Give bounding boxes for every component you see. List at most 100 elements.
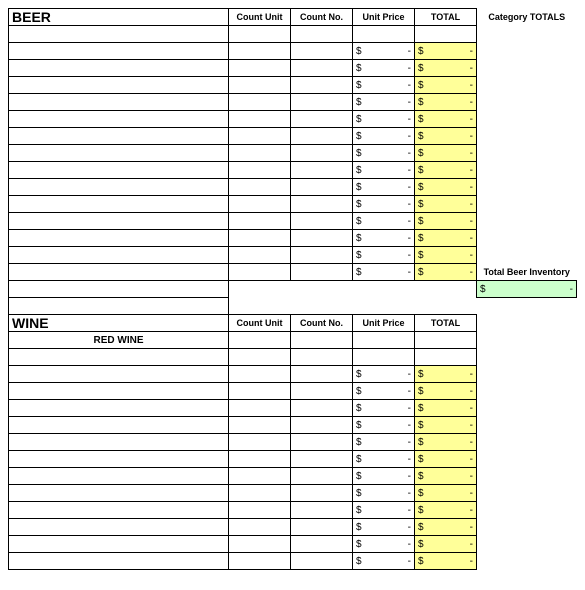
col-count-no: Count No.	[291, 315, 353, 332]
count-unit-cell[interactable]	[229, 162, 291, 179]
count-no-cell[interactable]	[291, 468, 353, 485]
count-unit-cell[interactable]	[229, 485, 291, 502]
count-unit-cell[interactable]	[229, 434, 291, 451]
count-unit-cell[interactable]	[229, 60, 291, 77]
name-cell[interactable]	[9, 468, 229, 485]
count-no-cell[interactable]	[291, 264, 353, 281]
name-cell[interactable]	[9, 264, 229, 281]
name-cell[interactable]	[9, 349, 229, 366]
count-no-cell[interactable]	[291, 43, 353, 60]
section-wine-title: WINE	[9, 315, 229, 332]
count-unit-cell[interactable]	[229, 451, 291, 468]
count-no-cell[interactable]	[291, 366, 353, 383]
count-no-cell[interactable]	[291, 230, 353, 247]
count-unit-cell[interactable]	[229, 417, 291, 434]
count-unit-cell[interactable]	[229, 553, 291, 570]
count-unit-cell[interactable]	[229, 145, 291, 162]
count-unit-cell[interactable]	[229, 196, 291, 213]
name-cell[interactable]	[9, 536, 229, 553]
count-no-cell[interactable]	[291, 26, 353, 43]
count-no-cell[interactable]	[291, 417, 353, 434]
count-unit-cell[interactable]	[229, 26, 291, 43]
name-cell[interactable]	[9, 43, 229, 60]
name-cell[interactable]	[9, 434, 229, 451]
count-no-cell[interactable]	[291, 502, 353, 519]
name-cell[interactable]	[9, 485, 229, 502]
count-unit-cell[interactable]	[229, 111, 291, 128]
money-cell: $-	[353, 400, 415, 417]
unit-price-cell[interactable]	[353, 349, 415, 366]
name-cell[interactable]	[9, 451, 229, 468]
count-unit-cell[interactable]	[229, 400, 291, 417]
count-no-cell[interactable]	[291, 349, 353, 366]
col-count-unit: Count Unit	[229, 315, 291, 332]
count-no-cell[interactable]	[291, 94, 353, 111]
count-no-cell[interactable]	[291, 536, 353, 553]
count-unit-cell[interactable]	[229, 519, 291, 536]
count-unit-cell[interactable]	[229, 128, 291, 145]
count-no-cell[interactable]	[291, 77, 353, 94]
count-no-cell[interactable]	[291, 60, 353, 77]
money-cell: $-	[415, 230, 477, 247]
count-no-cell[interactable]	[291, 128, 353, 145]
count-no-cell[interactable]	[291, 162, 353, 179]
money-cell: $-	[415, 60, 477, 77]
name-cell[interactable]	[9, 417, 229, 434]
name-cell[interactable]	[9, 94, 229, 111]
count-no-cell[interactable]	[291, 196, 353, 213]
name-cell[interactable]	[9, 111, 229, 128]
count-no-cell[interactable]	[291, 434, 353, 451]
count-unit-cell[interactable]	[229, 247, 291, 264]
count-unit-cell[interactable]	[229, 366, 291, 383]
count-no-cell[interactable]	[291, 451, 353, 468]
name-cell[interactable]	[9, 230, 229, 247]
count-unit-cell[interactable]	[229, 230, 291, 247]
name-cell[interactable]	[9, 366, 229, 383]
count-unit-cell[interactable]	[229, 94, 291, 111]
section-beer-title: BEER	[9, 9, 229, 26]
name-cell[interactable]	[9, 162, 229, 179]
money-cell: $-	[353, 468, 415, 485]
total-beer-inventory-label: Total Beer Inventory	[477, 264, 577, 281]
name-cell[interactable]	[9, 128, 229, 145]
count-no-cell[interactable]	[291, 519, 353, 536]
name-cell[interactable]	[9, 179, 229, 196]
name-cell[interactable]	[9, 145, 229, 162]
name-cell[interactable]	[9, 247, 229, 264]
count-unit-cell[interactable]	[229, 77, 291, 94]
count-no-cell[interactable]	[291, 179, 353, 196]
money-cell: $-	[415, 77, 477, 94]
count-no-cell[interactable]	[291, 383, 353, 400]
name-cell[interactable]	[9, 400, 229, 417]
money-cell: $-	[415, 485, 477, 502]
count-unit-cell[interactable]	[229, 179, 291, 196]
name-cell[interactable]	[9, 26, 229, 43]
count-unit-cell[interactable]	[229, 383, 291, 400]
count-no-cell[interactable]	[291, 111, 353, 128]
count-no-cell[interactable]	[291, 145, 353, 162]
count-unit-cell[interactable]	[229, 349, 291, 366]
name-cell[interactable]	[9, 60, 229, 77]
count-no-cell[interactable]	[291, 400, 353, 417]
count-unit-cell[interactable]	[229, 468, 291, 485]
unit-price-cell[interactable]	[353, 26, 415, 43]
money-cell: $-	[353, 502, 415, 519]
count-no-cell[interactable]	[291, 553, 353, 570]
name-cell[interactable]	[9, 383, 229, 400]
count-no-cell[interactable]	[291, 485, 353, 502]
name-cell[interactable]	[9, 213, 229, 230]
count-no-cell[interactable]	[291, 213, 353, 230]
count-unit-cell[interactable]	[229, 43, 291, 60]
count-unit-cell[interactable]	[229, 536, 291, 553]
count-unit-cell[interactable]	[229, 264, 291, 281]
name-cell[interactable]	[9, 519, 229, 536]
name-cell[interactable]	[9, 553, 229, 570]
count-unit-cell[interactable]	[229, 502, 291, 519]
name-cell[interactable]	[9, 77, 229, 94]
name-cell[interactable]	[9, 502, 229, 519]
count-unit-cell[interactable]	[229, 213, 291, 230]
name-cell[interactable]	[9, 196, 229, 213]
count-no-cell[interactable]	[291, 247, 353, 264]
money-cell: $-	[415, 128, 477, 145]
money-cell: $-	[353, 264, 415, 281]
